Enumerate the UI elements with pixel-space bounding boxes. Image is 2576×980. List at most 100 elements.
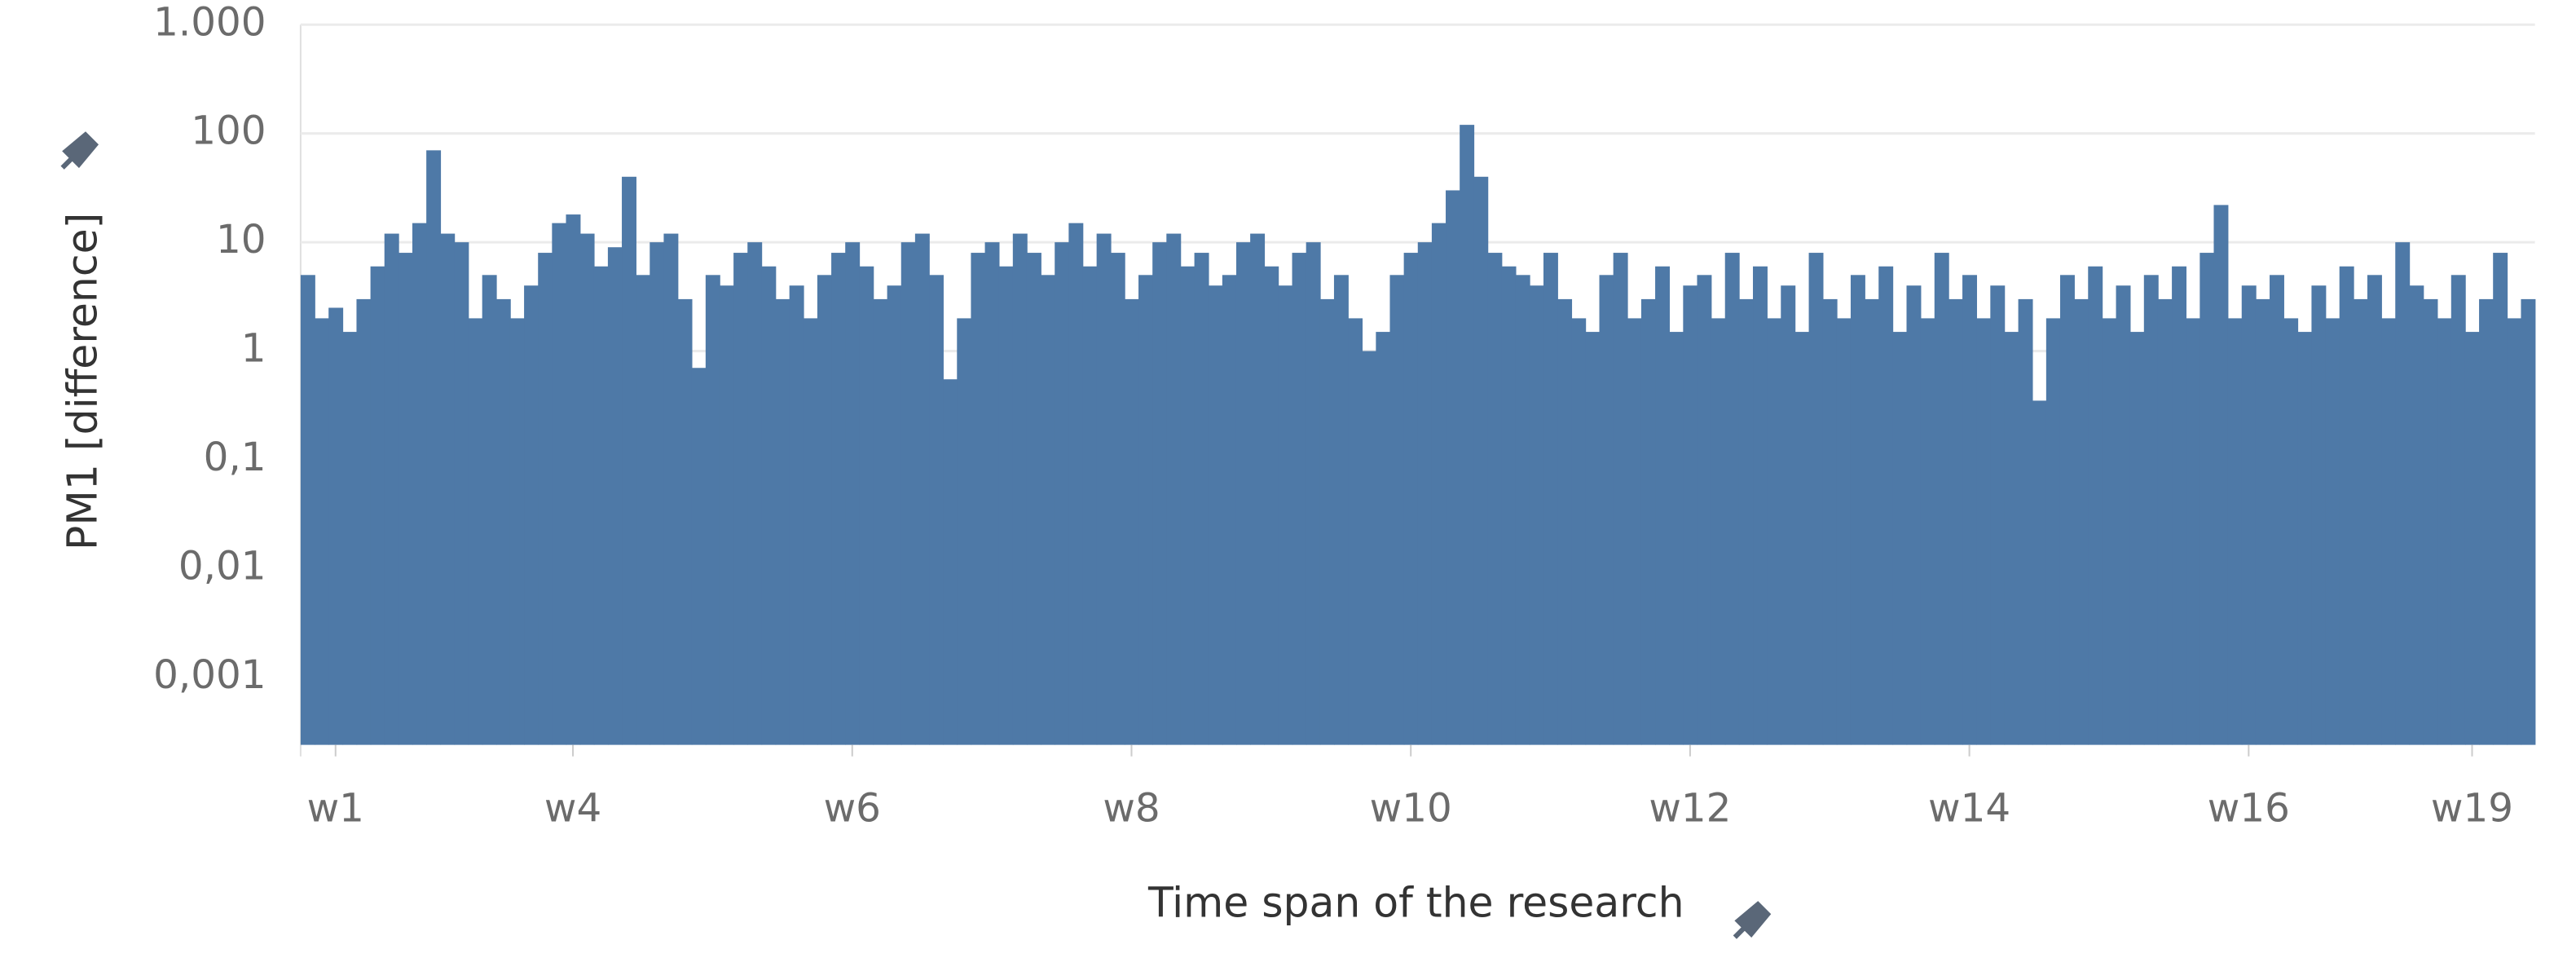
bar: [2004, 332, 2019, 745]
bar: [2339, 266, 2354, 745]
bar: [1738, 298, 1754, 745]
y-tick-label: 1: [241, 326, 266, 372]
bar: [356, 298, 372, 745]
bar: [2018, 298, 2033, 745]
bar: [1906, 285, 1922, 745]
bar: [1194, 253, 1209, 745]
bar: [747, 242, 763, 745]
bar: [831, 253, 847, 745]
bar: [1333, 275, 1349, 745]
bar: [1460, 125, 1475, 745]
bar: [1962, 275, 1977, 745]
bar: [2283, 318, 2299, 745]
bar: [2116, 285, 2131, 745]
bar: [384, 233, 399, 745]
bar: [2423, 298, 2438, 745]
bar: [1892, 332, 1908, 745]
bar: [1613, 253, 1628, 745]
bar: [900, 242, 916, 745]
bar: [2045, 318, 2061, 745]
bar: [1781, 285, 1796, 745]
bar: [370, 266, 385, 745]
bar: [1222, 275, 1237, 745]
bar: [1487, 253, 1503, 745]
bar: [2255, 298, 2270, 745]
bar: [342, 332, 358, 745]
bar: [2186, 318, 2201, 745]
bar: [495, 298, 511, 745]
bar: [1655, 266, 1671, 745]
bar: [2367, 275, 2382, 745]
bar: [650, 242, 665, 745]
bar: [1808, 253, 1824, 745]
bar: [509, 318, 525, 745]
bar: [1278, 285, 1293, 745]
bar: [705, 275, 720, 745]
bar: [2464, 332, 2480, 745]
y-tick-label: 1.000: [153, 0, 266, 45]
bar: [1389, 275, 1405, 745]
bar: [873, 298, 888, 745]
bar: [1026, 253, 1041, 745]
y-tick-label: 0,01: [178, 543, 266, 589]
bar: [1585, 332, 1601, 745]
x-tick-label: w6: [824, 785, 881, 831]
bar: [1348, 318, 1363, 745]
bar: [691, 368, 707, 745]
bar: [1711, 318, 1726, 745]
bar: [2479, 298, 2495, 745]
bar: [1794, 332, 1810, 745]
bar: [1865, 298, 1880, 745]
bar: [2270, 275, 2284, 745]
x-tick-label: w10: [1370, 785, 1452, 831]
bar: [719, 285, 734, 745]
bar: [1152, 242, 1168, 745]
bar: [1640, 298, 1656, 745]
bar: [524, 285, 539, 745]
bar: [1543, 253, 1558, 745]
bar: [2353, 298, 2368, 745]
bar: [328, 307, 344, 745]
y-tick-label: 100: [191, 108, 266, 154]
bar: [803, 318, 818, 745]
bar: [1208, 285, 1223, 745]
x-tick-label: w8: [1103, 785, 1160, 831]
bar: [636, 275, 651, 745]
bar: [2102, 318, 2117, 745]
bar: [2297, 332, 2313, 745]
bar: [2059, 275, 2075, 745]
bar: [1850, 275, 1865, 745]
bar: [426, 150, 442, 745]
bar: [1012, 233, 1028, 745]
bar: [1446, 190, 1460, 745]
bar: [1124, 298, 1139, 745]
bar: [1292, 253, 1307, 745]
y-tick-label: 0,1: [204, 435, 266, 480]
x-axis-title: Time span of the research: [1147, 879, 1684, 927]
bar: [468, 318, 483, 745]
bar: [2129, 332, 2145, 745]
bar: [2521, 298, 2536, 745]
y-tick-label: 0,001: [153, 652, 266, 698]
bar: [315, 318, 329, 745]
bar: [1697, 275, 1712, 745]
bar: [1362, 351, 1377, 745]
bar: [607, 247, 623, 745]
bar: [593, 266, 609, 745]
bar: [914, 233, 930, 745]
bar: [1403, 253, 1419, 745]
bar: [817, 275, 832, 745]
bar: [2032, 400, 2047, 745]
bar: [1180, 266, 1196, 745]
bar: [845, 242, 861, 745]
bar: [2437, 318, 2452, 745]
bar: [663, 233, 679, 745]
bar: [1264, 266, 1279, 745]
bar: [1571, 318, 1587, 745]
bar: [1878, 266, 1894, 745]
bar: [1724, 253, 1740, 745]
bar: [1920, 318, 1935, 745]
bar: [1767, 318, 1782, 745]
bar: [2451, 275, 2466, 745]
